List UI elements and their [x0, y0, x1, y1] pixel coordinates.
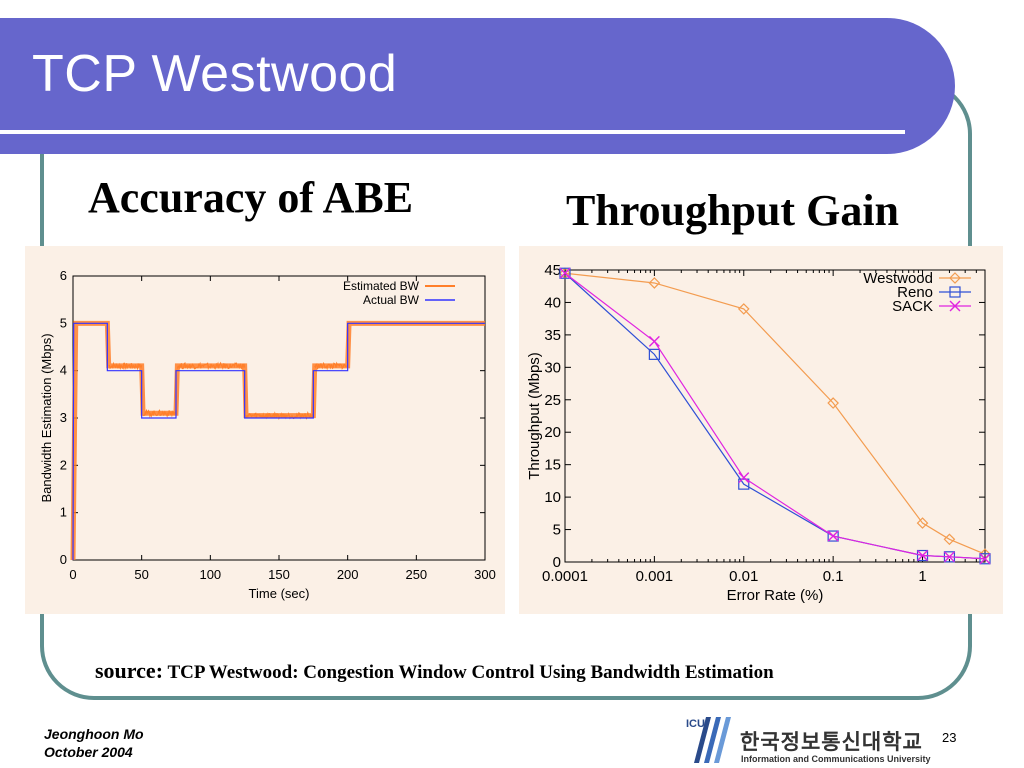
y-tick-label: 20: [544, 424, 561, 441]
icu-logo-text: ICU: [686, 718, 705, 730]
page-number: 23: [942, 730, 957, 745]
series-sack-point: [559, 267, 571, 279]
series-sack-line: [564, 272, 986, 560]
x-tick-label: 0.1: [823, 568, 844, 585]
icu-logo-icon: ICU: [684, 713, 736, 765]
series-sack-point: [917, 550, 929, 562]
author-name: Jeonghoon Mo: [44, 726, 144, 742]
x-axis-label: Time (sec): [249, 586, 310, 601]
x-tick-label: 200: [337, 567, 359, 582]
legend-sack-label: SACK: [892, 298, 933, 315]
x-tick-label: 0.01: [729, 568, 758, 585]
throughput-chart: 0.0001 0.001 0.01 0.1 1051015202530354045Err…: [526, 262, 991, 604]
estimated-bw-noise: [108, 361, 143, 371]
series-westwood-point: [943, 533, 956, 546]
y-tick-label: 10: [544, 489, 561, 506]
estimated-bw-noise: [142, 408, 177, 419]
presentation-date: October 2004: [44, 744, 133, 760]
y-axis-label: Throughput (Mbps): [526, 352, 543, 480]
university-name-korean: 한국정보통신대학교: [740, 730, 923, 754]
y-axis-label: Bandwidth Estimation (Mbps): [39, 333, 54, 502]
legend-westwood-marker: [949, 272, 961, 284]
series-westwood-point: [737, 303, 750, 315]
x-tick-label: 0: [69, 567, 76, 582]
university-name-english: Information and Communications Universit…: [741, 754, 931, 764]
x-tick-label: 150: [268, 567, 290, 582]
series-sack-point: [827, 530, 839, 542]
y-tick-label: 35: [544, 327, 561, 344]
y-tick-label: 4: [60, 363, 67, 378]
legend-sack-marker: [949, 300, 961, 312]
x-tick-label: 300: [474, 567, 496, 582]
source-citation: source: TCP Westwood: Congestion Window …: [95, 658, 774, 684]
y-tick-label: 5: [60, 315, 67, 330]
series-sack-point: [979, 553, 991, 565]
series-reno-point: [827, 530, 839, 542]
legend-estimated-bw-label: Estimated BW: [343, 279, 420, 293]
y-tick-label: 40: [544, 294, 561, 311]
legend-reno-marker: [949, 286, 961, 298]
series-reno-line: [564, 272, 986, 560]
x-tick-label: 1: [918, 568, 926, 585]
y-tick-label: 30: [544, 359, 561, 376]
series-westwood-point: [648, 277, 661, 289]
title-underline: [0, 130, 905, 134]
estimated-bw-noise: [245, 411, 314, 421]
y-tick-label: 1: [60, 505, 67, 520]
x-tick-label: 250: [405, 567, 427, 582]
series-estimated-bw-line: [70, 320, 485, 561]
series-westwood-point: [827, 397, 839, 409]
y-tick-label: 15: [544, 457, 561, 474]
footer-author-block: Jeonghoon Mo October 2004: [44, 725, 144, 761]
left-chart-heading: Accuracy of ABE: [88, 173, 414, 222]
bandwidth-estimation-chart: 0 50 100 150 200 250 300 0 1 2 3 4 5 6 Time (sec) Bandw…: [39, 268, 496, 601]
throughput-chart-panel: 0.0001 0.001 0.01 0.1 1 0 5 10 15 20 25 30 35 40 45 Err…: [519, 246, 1003, 614]
y-tick-label: 5: [553, 522, 561, 539]
right-chart-heading: Throughput Gain: [566, 186, 900, 235]
y-tick-label: 0: [553, 554, 561, 571]
series-actual-bw-line: [72, 322, 485, 561]
estimated-bw-noise: [314, 361, 349, 371]
series-reno-point: [648, 348, 660, 360]
x-axis-label: Error Rate (%): [727, 587, 824, 604]
x-tick-label: 50: [134, 567, 148, 582]
series-reno-point: [559, 267, 571, 279]
series-sack-point: [738, 472, 750, 484]
series-westwood-line: [564, 272, 986, 555]
legend-reno-label: Reno: [897, 284, 933, 301]
series-sack-point: [648, 335, 660, 347]
y-tick-label: 45: [544, 262, 561, 279]
source-label: source:: [95, 658, 164, 683]
source-text: TCP Westwood: Congestion Window Control …: [167, 662, 774, 683]
y-tick-label: 6: [60, 268, 67, 283]
series-sack-point: [943, 551, 955, 563]
x-tick-label: 0.0001: [542, 568, 588, 585]
slide-title: TCP Westwood: [32, 45, 398, 103]
legend-westwood-label: Westwood: [863, 270, 933, 287]
y-tick-label: 2: [60, 457, 67, 472]
bandwidth-estimation-chart-panel: 0 50 100 150 200 250 300 0 1 2 3 4 5 6 Time (sec) Bandw…: [25, 246, 505, 614]
y-tick-label: 3: [60, 410, 67, 425]
plot-area-frame: [564, 269, 986, 563]
series-reno-point: [738, 478, 750, 490]
y-tick-label: 25: [544, 392, 561, 409]
y-tick-label: 0: [60, 552, 67, 567]
estimated-bw-noise: [176, 361, 246, 371]
x-tick-label: 100: [199, 567, 221, 582]
series-westwood-point: [916, 517, 929, 529]
x-tick-label: 0.001: [636, 568, 674, 585]
legend-actual-bw-label: Actual BW: [363, 293, 420, 307]
